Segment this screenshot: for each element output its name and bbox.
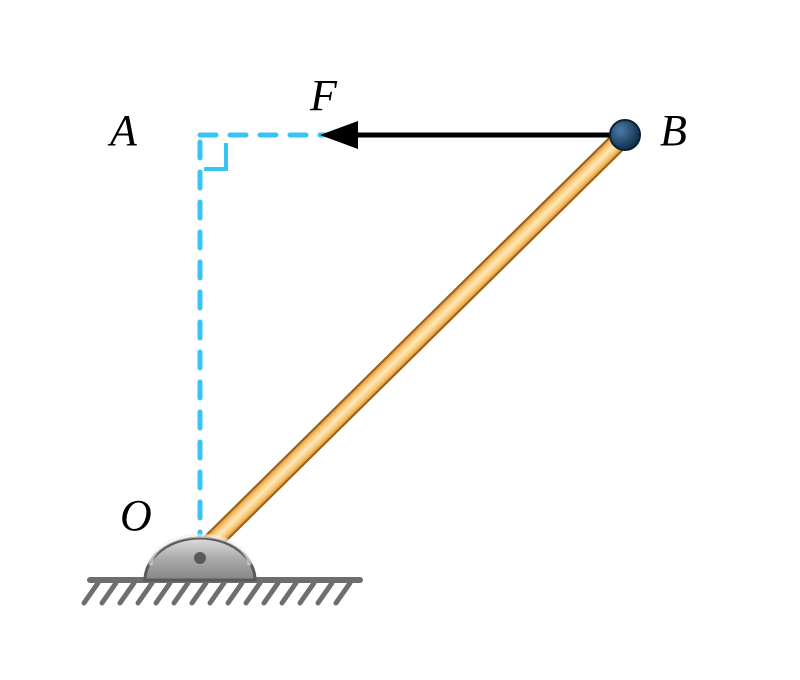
ground-hatch	[318, 583, 332, 603]
pivot-hole	[194, 552, 206, 564]
label-B: B	[660, 106, 687, 155]
ground-hatch	[228, 583, 242, 603]
ground-hatch	[300, 583, 314, 603]
ground-hatch	[84, 583, 98, 603]
ground-hatch	[336, 583, 350, 603]
ball-B	[610, 120, 640, 150]
label-F: F	[309, 71, 338, 120]
physics-diagram: O A B F	[0, 0, 800, 680]
right-angle-marker	[204, 143, 226, 169]
ground-hatch	[120, 583, 134, 603]
force-arrow-head	[320, 121, 358, 149]
ground-hatch	[156, 583, 170, 603]
label-O: O	[120, 491, 152, 540]
ground-hatch	[174, 583, 188, 603]
ground-hatch	[138, 583, 152, 603]
ground-hatch	[246, 583, 260, 603]
ground-hatch	[102, 583, 116, 603]
ground-hatch	[192, 583, 206, 603]
ground-hatch	[264, 583, 278, 603]
label-A: A	[107, 106, 138, 155]
ground-hatch	[282, 583, 296, 603]
rod-OB	[200, 129, 632, 555]
ground-hatch	[210, 583, 224, 603]
